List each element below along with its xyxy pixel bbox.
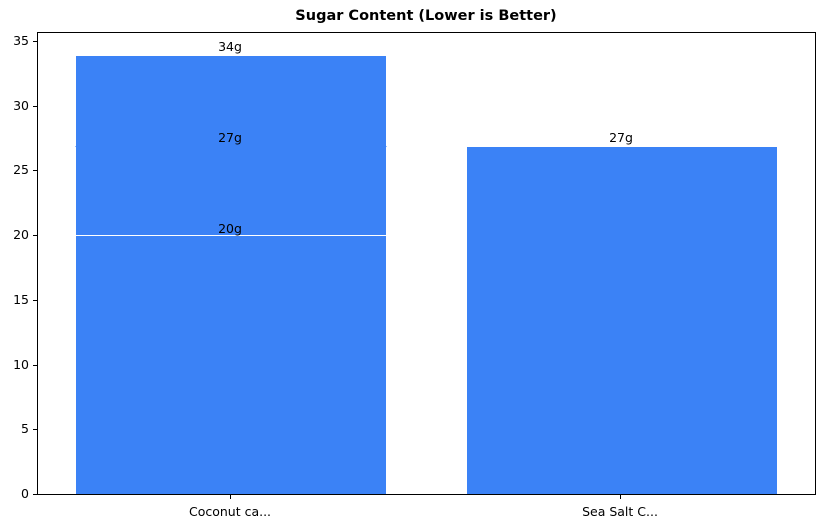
bar-sea-salt-27 [466, 146, 778, 494]
bar-coconut-20 [75, 235, 387, 494]
chart-title: Sugar Content (Lower is Better) [295, 8, 557, 24]
bar-label-coconut-34: 34g [218, 39, 242, 54]
y-tick-label: 25 [13, 162, 29, 177]
x-tick-mark [620, 495, 621, 499]
bar-label-coconut-27: 27g [218, 130, 242, 145]
y-tick-label: 0 [21, 486, 29, 501]
y-tick-mark [33, 170, 37, 171]
y-tick-label: 30 [13, 98, 29, 113]
y-tick-mark [33, 41, 37, 42]
y-tick-mark [33, 494, 37, 495]
y-tick-label: 5 [21, 421, 29, 436]
x-tick-mark [230, 495, 231, 499]
y-tick-mark [33, 106, 37, 107]
y-tick-label: 20 [13, 227, 29, 242]
bar-label-sea-salt-27: 27g [609, 130, 633, 145]
bar-label-coconut-20: 20g [218, 221, 242, 236]
y-tick-mark [33, 300, 37, 301]
x-tick-label: Sea Salt C... [582, 504, 658, 519]
y-tick-mark [33, 235, 37, 236]
y-tick-label: 10 [13, 357, 29, 372]
plot-area: 34g 27g 20g 27g [37, 32, 816, 495]
y-tick-mark [33, 365, 37, 366]
y-tick-mark [33, 429, 37, 430]
y-tick-label: 15 [13, 292, 29, 307]
x-tick-label: Coconut ca... [188, 504, 272, 519]
y-tick-label: 35 [13, 33, 29, 48]
